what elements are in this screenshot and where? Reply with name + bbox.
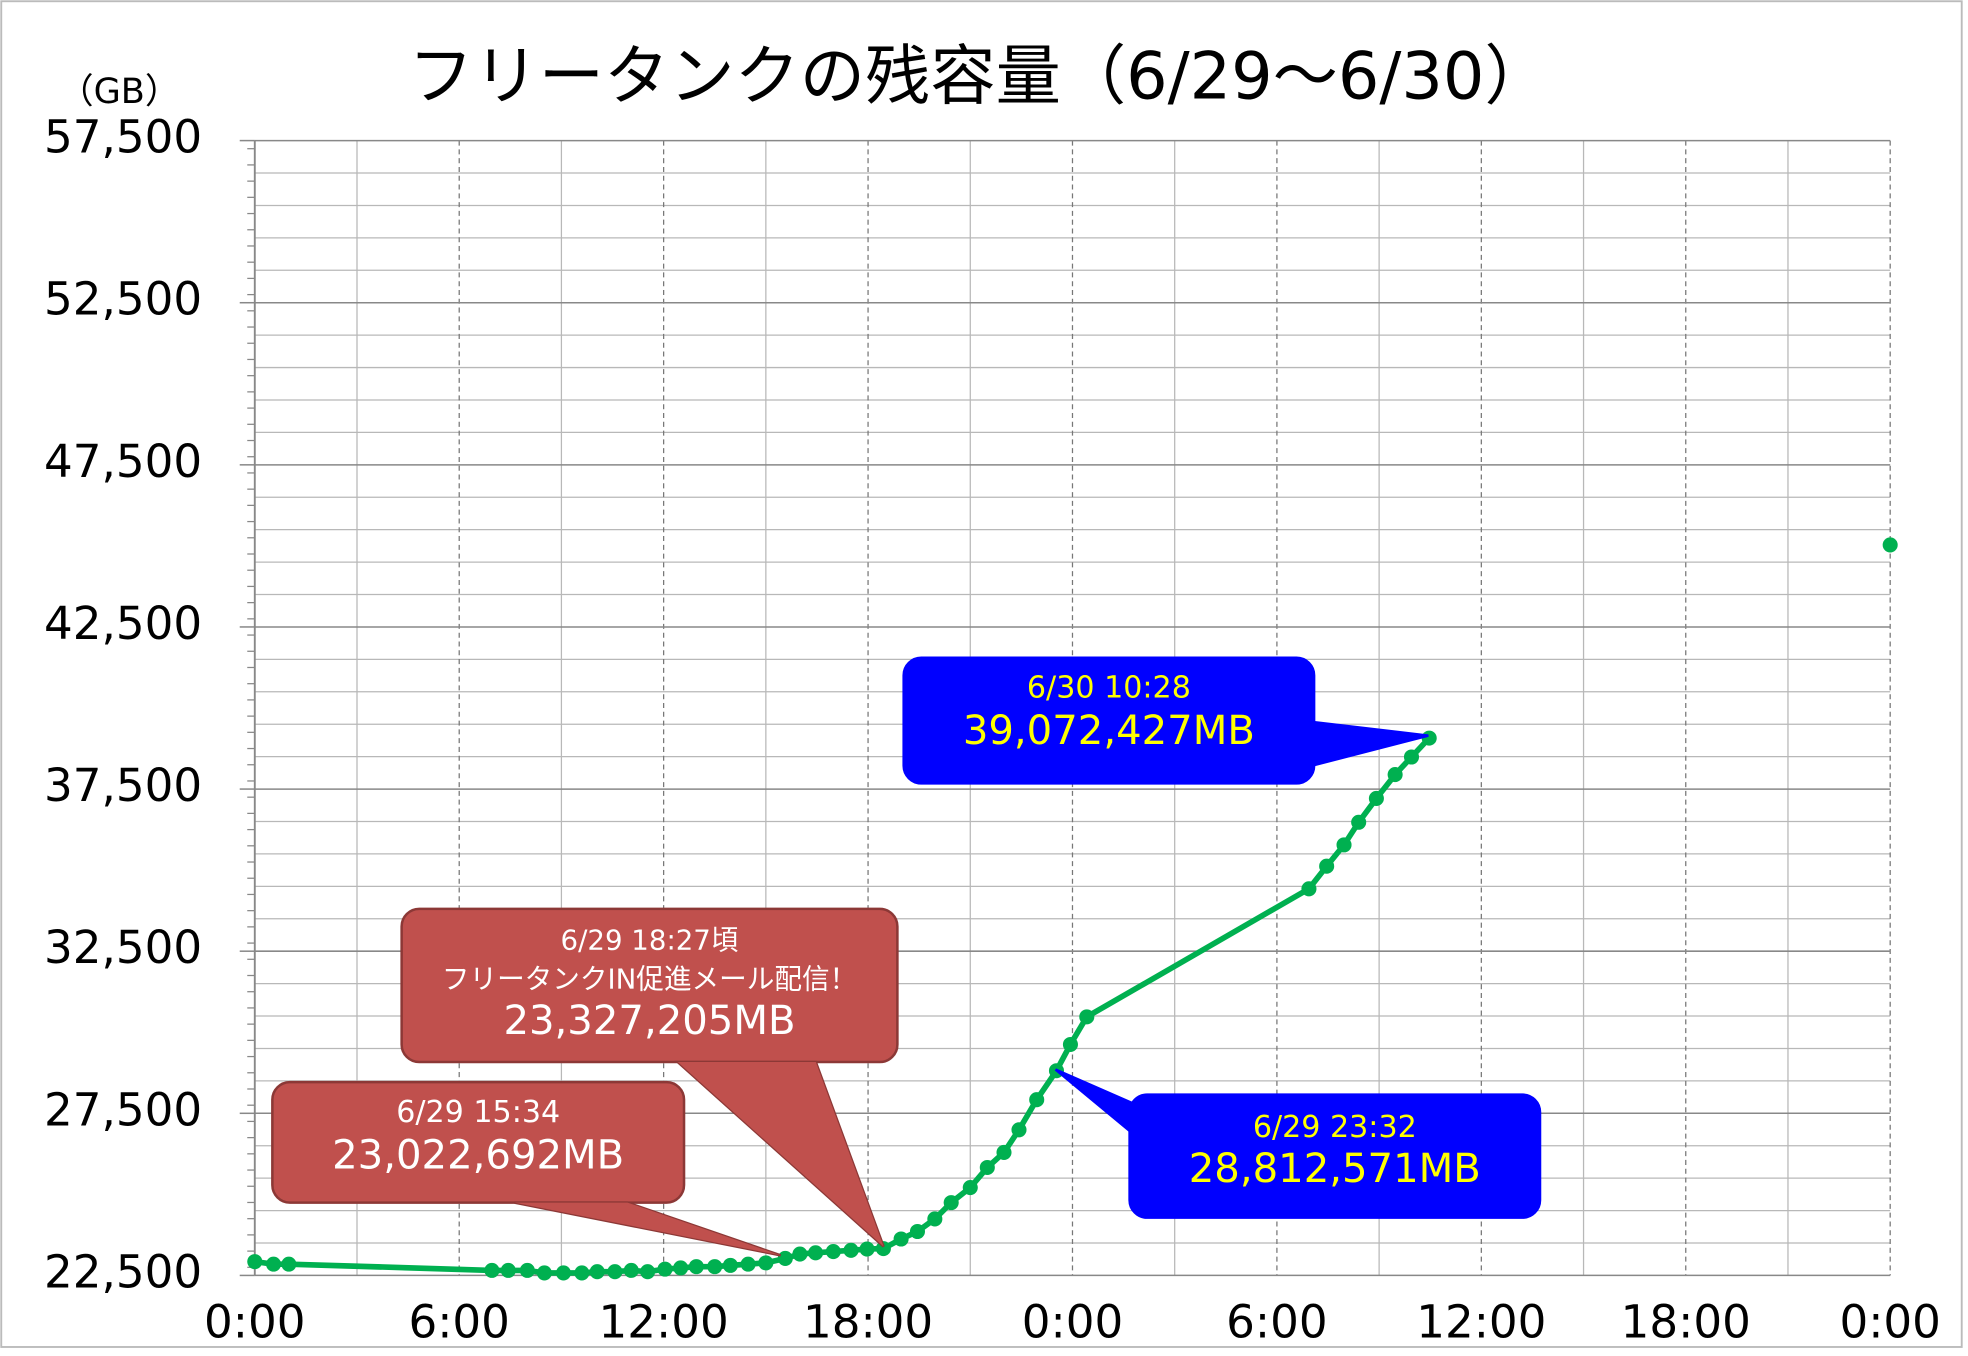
- x-tick-label: 18:00: [1621, 1296, 1751, 1349]
- x-tick-label: 0:00: [1022, 1296, 1123, 1349]
- data-point: [875, 1241, 891, 1257]
- data-point: [943, 1195, 959, 1211]
- x-tick-label: 12:00: [599, 1296, 729, 1349]
- data-point: [1079, 1009, 1095, 1025]
- data-point: [574, 1265, 590, 1281]
- data-point: [265, 1256, 282, 1272]
- x-tick-label: 0:00: [204, 1296, 305, 1349]
- data-point: [859, 1241, 875, 1257]
- x-tick-label: 6:00: [408, 1296, 509, 1349]
- data-point: [962, 1180, 978, 1196]
- data-point: [1319, 858, 1335, 874]
- callout-text: 6/30 10:28: [1027, 671, 1191, 706]
- data-point: [909, 1223, 925, 1240]
- callout-text: 39,072,427MB: [963, 708, 1255, 754]
- x-tick-label: 6:00: [1226, 1296, 1327, 1349]
- callout-text: フリータンクIN促進メール配信！: [442, 962, 857, 995]
- data-point: [825, 1244, 841, 1260]
- data-point: [500, 1262, 516, 1278]
- y-tick-label: 57,500: [44, 111, 202, 164]
- y-unit: （GB）: [58, 71, 180, 112]
- data-point: [247, 1254, 263, 1270]
- data-point: [777, 1250, 793, 1266]
- callout-text: 28,812,571MB: [1189, 1146, 1481, 1192]
- data-point: [979, 1159, 995, 1176]
- data-point: [1403, 749, 1420, 765]
- data-point: [688, 1259, 704, 1275]
- data-point: [792, 1246, 808, 1262]
- data-point: [1882, 537, 1898, 553]
- data-point: [843, 1242, 859, 1258]
- data-point: [281, 1256, 297, 1272]
- data-point: [707, 1259, 723, 1275]
- callout-text: 23,327,205MB: [503, 998, 795, 1044]
- callout-pointer-join: [514, 1202, 781, 1256]
- data-point: [607, 1264, 623, 1280]
- data-point: [536, 1265, 552, 1281]
- data-point: [1336, 837, 1352, 853]
- y-tick-label: 27,500: [44, 1083, 202, 1136]
- x-tick-label: 18:00: [803, 1296, 933, 1349]
- callout-box: [271, 1080, 686, 1204]
- callout-box: [1128, 1093, 1542, 1219]
- y-tick-label: 22,500: [44, 1245, 202, 1298]
- callout-box: [400, 907, 899, 1064]
- data-point: [1029, 1092, 1045, 1108]
- y-tick-label: 32,500: [44, 921, 202, 974]
- data-point: [1062, 1036, 1078, 1053]
- y-tick-label: 42,500: [44, 597, 202, 650]
- data-point: [1387, 767, 1403, 783]
- data-point: [555, 1265, 571, 1281]
- data-point: [722, 1257, 738, 1273]
- callout-text: 6/29 23:32: [1253, 1110, 1417, 1145]
- chart-title: フリータンクの残容量（6/29～6/30）: [408, 38, 1549, 114]
- data-point: [1421, 730, 1437, 746]
- data-point: [673, 1260, 689, 1276]
- x-tick-label: 0:00: [1839, 1296, 1940, 1349]
- data-point: [519, 1262, 535, 1278]
- y-tick-label: 52,500: [44, 273, 202, 326]
- data-point: [623, 1262, 639, 1278]
- data-point: [589, 1264, 605, 1280]
- data-point: [996, 1144, 1012, 1160]
- data-point: [1301, 881, 1317, 897]
- data-point: [640, 1264, 656, 1280]
- callout-box: [902, 656, 1316, 785]
- x-tick-label: 12:00: [1416, 1296, 1546, 1349]
- data-point: [740, 1256, 756, 1272]
- callout-text: 6/29 15:34: [396, 1095, 560, 1130]
- callout-text: 23,022,692MB: [332, 1132, 624, 1178]
- data-point: [1368, 790, 1384, 806]
- data-point: [657, 1261, 673, 1277]
- y-tick-label: 47,500: [44, 435, 202, 488]
- y-tick-label: 37,500: [44, 759, 202, 812]
- data-point: [927, 1211, 943, 1227]
- callout-pointer-join: [1311, 721, 1429, 766]
- data-point: [758, 1255, 774, 1271]
- data-point: [893, 1231, 909, 1247]
- data-point: [1351, 814, 1367, 830]
- data-point: [808, 1245, 824, 1261]
- data-point: [484, 1262, 500, 1278]
- data-point: [1011, 1122, 1027, 1138]
- callout-text: 6/29 18:27頃: [561, 924, 739, 957]
